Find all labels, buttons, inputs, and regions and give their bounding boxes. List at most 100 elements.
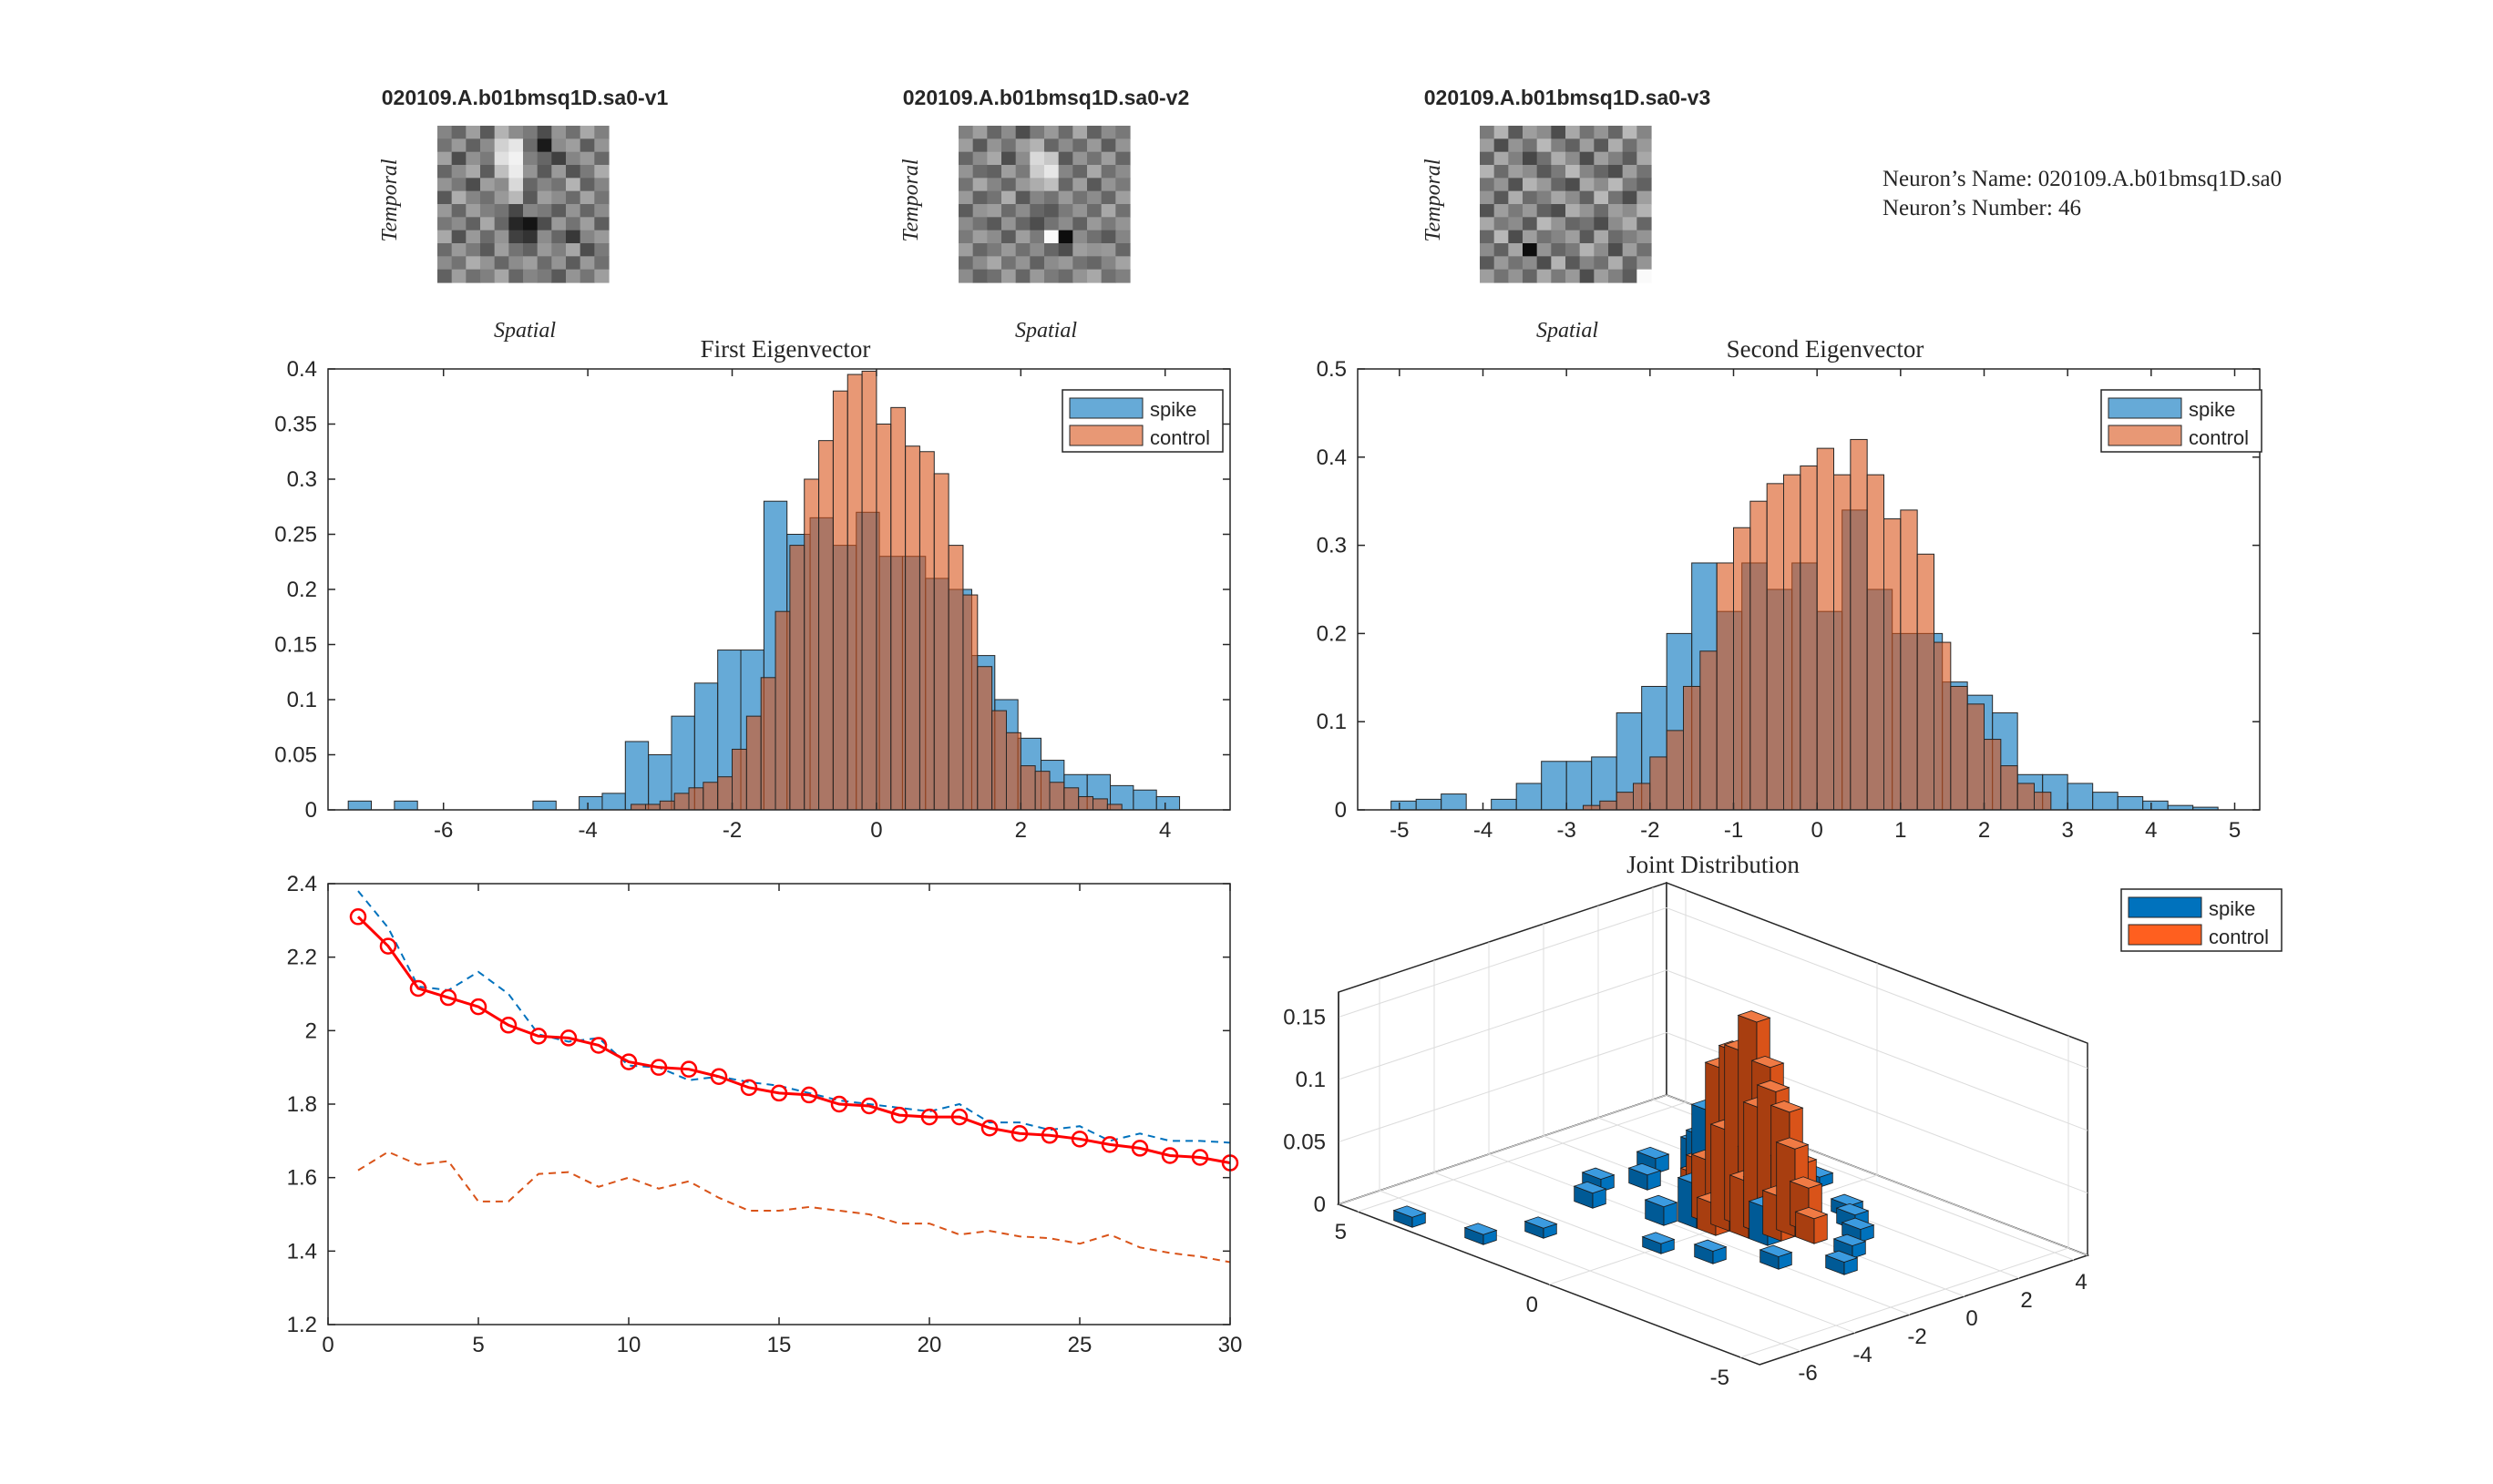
heatmap-cell [1001, 151, 1017, 166]
x-grid-line [1543, 924, 1965, 1297]
legend-control-swatch [2128, 924, 2202, 946]
joint-distribution-legend: spike control [2120, 888, 2283, 952]
heatmap-cell [451, 269, 467, 283]
spike-bar3d-top [1644, 1194, 1678, 1208]
heatmap-cell [537, 165, 552, 179]
heatmap-cell [1030, 243, 1045, 257]
heatmap-cell [494, 243, 509, 257]
first-eigenvector-control-bar [977, 666, 993, 811]
line-plot-y-tick-label: 1.4 [287, 1239, 317, 1264]
heatmap-cell [1115, 269, 1131, 283]
heatmap-cell [1608, 269, 1624, 283]
heatmap-cell [1608, 190, 1624, 205]
line-marker [499, 1017, 518, 1034]
heatmap-cell [1493, 230, 1509, 244]
heatmap-cell [1087, 269, 1103, 283]
heatmap-cell [1001, 256, 1017, 271]
line-plot-y-tick-label: 2.2 [287, 946, 317, 970]
legend-spike-swatch [2108, 397, 2182, 419]
heatmap-cell [1015, 256, 1031, 271]
heatmap-cell [1115, 138, 1131, 153]
second-eigenvector-control-bar [1934, 641, 1952, 811]
heatmap-cell [594, 256, 610, 271]
heatmap-cell [1115, 204, 1131, 218]
heatmap-cell [508, 230, 524, 244]
second-eigenvector-control-bar [1666, 730, 1685, 811]
heatmap-cell [1523, 204, 1538, 218]
heatmap-cell [1058, 243, 1073, 257]
heatmap-cell [1622, 269, 1637, 283]
heatmap-cell [1622, 217, 1637, 231]
heatmap-cell [1044, 151, 1060, 166]
first-eigenvector-control-bar [631, 803, 646, 811]
heatmap-cell [494, 204, 509, 218]
second-eigenvector-x-tick-label: 3 [2061, 818, 2073, 843]
heatmap-cell [523, 243, 539, 257]
heatmap-cell [1101, 256, 1116, 271]
heatmap-cell [1015, 178, 1031, 192]
heatmap-cell [508, 217, 524, 231]
heatmap-cell [566, 151, 581, 166]
heatmap-cell [959, 151, 974, 166]
first-eigenvector-control-bar [775, 610, 791, 811]
line-plot-y-tick-label: 1.2 [287, 1313, 317, 1337]
line-marker [1071, 1131, 1089, 1148]
heatmap-cell [1536, 256, 1552, 271]
heatmap-cell [480, 190, 496, 205]
first-eigenvector-control-bar [659, 800, 675, 811]
heatmap-cell [1536, 230, 1552, 244]
heatmap-cell [523, 165, 539, 179]
second-eigenvector-control-bar [1683, 685, 1701, 811]
first-eigenvector-y-tick-label: 0.05 [274, 743, 317, 768]
x-tick-label: 0 [1965, 1306, 1977, 1331]
heatmap-cell [1551, 178, 1566, 192]
heatmap-cell [1493, 256, 1509, 271]
heatmap-cell [1594, 126, 1609, 139]
heatmap-cell [1015, 126, 1031, 139]
z-grid-line [1338, 1094, 2088, 1256]
heatmap-cell [451, 151, 467, 166]
heatmap-cell [437, 151, 453, 166]
heatmap-cell [1001, 204, 1017, 218]
heatmap-cell [1636, 230, 1652, 244]
heatmap-cell [451, 165, 467, 179]
heatmap-cell [566, 178, 581, 192]
heatmap-cell [566, 138, 581, 153]
second-eigenvector-control-bar [1984, 739, 2002, 811]
heatmap-cell [1551, 126, 1566, 139]
heatmap-cell [551, 165, 567, 179]
heatmap-cell [987, 165, 1002, 179]
x-tick-label: -4 [1852, 1343, 1872, 1367]
heatmap-cell [1480, 204, 1495, 218]
heatmap-cell [1636, 217, 1652, 231]
heatmap-cell [1622, 151, 1637, 166]
heatmap-cell [494, 165, 509, 179]
heatmap-cell [523, 151, 539, 166]
heatmap-cell [1636, 269, 1652, 283]
heatmap-cell [451, 126, 467, 139]
heatmap-cell [551, 151, 567, 166]
heatmap-cell [1608, 230, 1624, 244]
heatmap-cell [1015, 138, 1031, 153]
first-eigenvector-y-tick-label: 0.15 [274, 633, 317, 658]
heatmap-cell [1030, 217, 1045, 231]
heatmap-cell [594, 165, 610, 179]
heatmap-cell [1030, 190, 1045, 205]
first-eigenvector-x-tick-label: 4 [1159, 818, 1171, 843]
heatmap-cell [959, 178, 974, 192]
line-marker [710, 1068, 728, 1085]
heatmap-cell [972, 151, 988, 166]
heatmap-cell [1551, 230, 1566, 244]
heatmap-cell [1015, 269, 1031, 283]
legend-control-swatch [1069, 425, 1144, 446]
heatmap-cell [1030, 126, 1045, 139]
line-marker [980, 1119, 999, 1137]
heatmap-cell [1001, 165, 1017, 179]
heatmap-cell [466, 165, 481, 179]
second-eigenvector-control-bar [2034, 792, 2052, 811]
spike-bar3d-top [1830, 1193, 1864, 1206]
heatmap-cell [1087, 204, 1103, 218]
eigenvector-image-v2-xlabel: Spatial [1015, 319, 1077, 343]
heatmap-cell [1608, 178, 1624, 192]
heatmap-cell [1536, 204, 1552, 218]
